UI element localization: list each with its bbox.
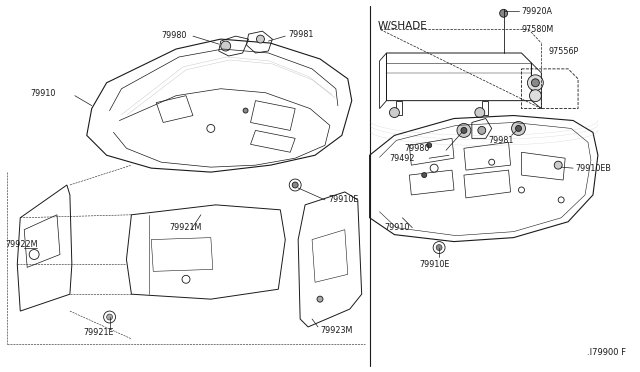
- Circle shape: [390, 108, 399, 118]
- Circle shape: [430, 164, 438, 172]
- Text: 79920A: 79920A: [522, 7, 552, 16]
- Text: 79980: 79980: [161, 31, 187, 40]
- Circle shape: [500, 9, 508, 17]
- Circle shape: [489, 159, 495, 165]
- Circle shape: [527, 75, 543, 91]
- Text: 79921E: 79921E: [84, 328, 115, 337]
- Text: .I79900 F: .I79900 F: [587, 348, 626, 357]
- Circle shape: [457, 124, 471, 137]
- Text: 79910: 79910: [385, 223, 410, 232]
- Text: 79910EB: 79910EB: [575, 164, 611, 173]
- Text: 79492: 79492: [390, 154, 415, 163]
- Circle shape: [558, 197, 564, 203]
- Circle shape: [257, 35, 264, 43]
- Text: W/SHADE: W/SHADE: [378, 21, 428, 31]
- Text: 79981: 79981: [489, 136, 514, 145]
- Circle shape: [475, 108, 484, 118]
- Text: 79910E: 79910E: [419, 260, 450, 269]
- Circle shape: [554, 161, 562, 169]
- Circle shape: [511, 122, 525, 135]
- Text: 79980: 79980: [404, 144, 429, 153]
- Circle shape: [461, 128, 467, 134]
- Circle shape: [531, 79, 540, 87]
- Circle shape: [182, 275, 190, 283]
- Circle shape: [221, 41, 230, 51]
- Circle shape: [107, 314, 113, 320]
- Circle shape: [529, 90, 541, 102]
- Circle shape: [104, 311, 116, 323]
- Circle shape: [422, 173, 427, 177]
- Circle shape: [289, 179, 301, 191]
- Text: 79910: 79910: [30, 89, 56, 98]
- Text: 79923M: 79923M: [320, 326, 353, 336]
- Text: 97580M: 97580M: [522, 25, 554, 34]
- Circle shape: [478, 126, 486, 134]
- Text: 79910E: 79910E: [328, 195, 358, 204]
- Circle shape: [207, 125, 215, 132]
- Circle shape: [433, 241, 445, 253]
- Circle shape: [436, 244, 442, 250]
- Circle shape: [243, 108, 248, 113]
- Circle shape: [427, 143, 431, 148]
- Text: 79921M: 79921M: [169, 223, 202, 232]
- Circle shape: [516, 125, 522, 131]
- Circle shape: [518, 187, 524, 193]
- Circle shape: [317, 296, 323, 302]
- Text: 97556P: 97556P: [548, 46, 579, 55]
- Text: 79981: 79981: [288, 30, 314, 39]
- Circle shape: [292, 182, 298, 188]
- Text: 79922M: 79922M: [5, 240, 38, 249]
- Circle shape: [29, 250, 39, 259]
